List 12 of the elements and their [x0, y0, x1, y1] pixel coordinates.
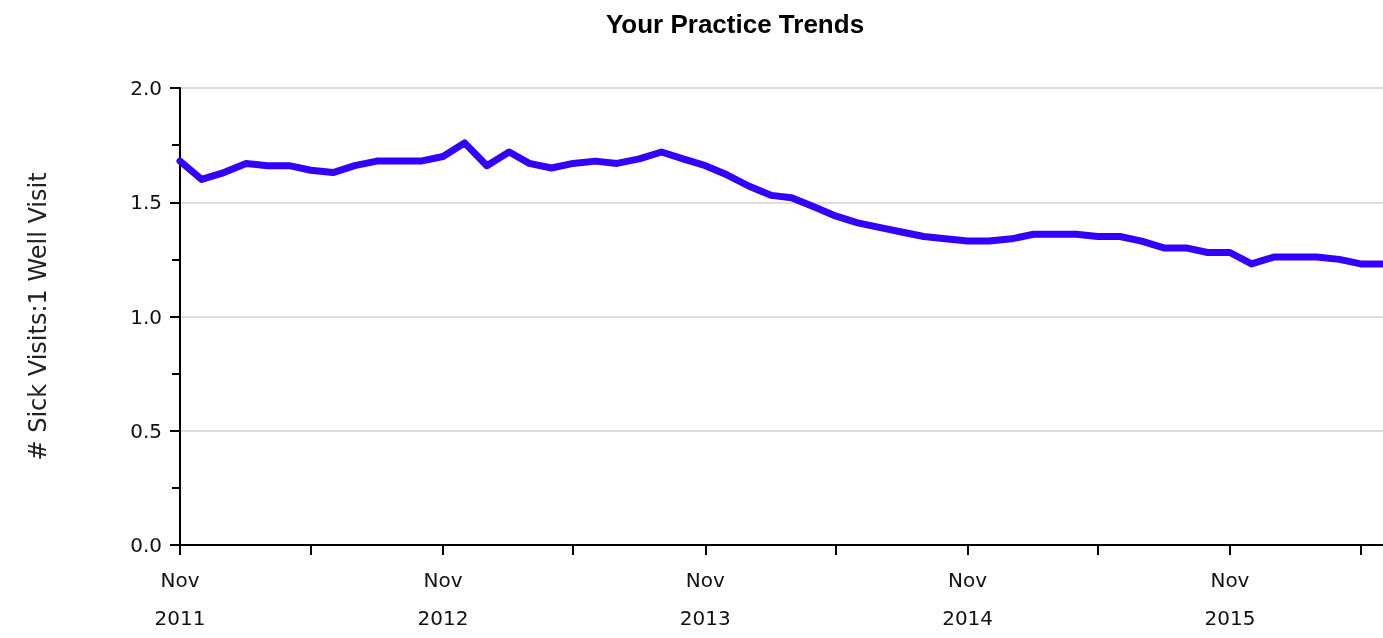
y-tick-label: 1.0	[130, 304, 162, 329]
y-tick-label: 2.0	[130, 76, 162, 100]
x-tick-label: Nov 2012	[417, 568, 469, 630]
y-tick-label: 0.0	[130, 533, 162, 557]
x-tick-label: Nov 2015	[1204, 568, 1256, 630]
x-tick-label: Nov 2011	[154, 568, 206, 630]
y-tick-label: 1.5	[130, 190, 162, 215]
y-tick-label: 0.5	[130, 418, 162, 443]
chart-title: Your Practice Trends	[605, 9, 865, 39]
x-tick-label: Nov 2013	[679, 568, 731, 630]
x-tick-label: Nov 2014	[942, 568, 994, 630]
y-axis-title: # Sick Visits:1 Well Visit	[24, 172, 52, 461]
